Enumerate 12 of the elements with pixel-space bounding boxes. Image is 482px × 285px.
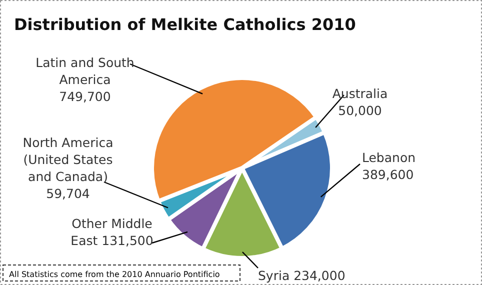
text: All Statistics come from the 2010 Annuario Pontificio (9, 270, 220, 279)
data-label: 59,704 (46, 186, 90, 201)
data-label: 389,600 (362, 167, 414, 182)
slice-label: Lebanon (362, 150, 416, 165)
slice-label: Other Middle East 131,500 (70, 216, 154, 248)
slice-label: Latin and South America (36, 55, 134, 87)
data-label: 50,000 (338, 103, 382, 118)
slice-label: Syria 234,000 (258, 268, 346, 283)
slice-label: North America (United States and Canada) (22, 135, 114, 184)
chart-title: Distribution of Melkite Catholics 2010 (14, 15, 356, 34)
slice-label: Australia (332, 86, 388, 101)
data-label: 749,700 (59, 89, 111, 104)
